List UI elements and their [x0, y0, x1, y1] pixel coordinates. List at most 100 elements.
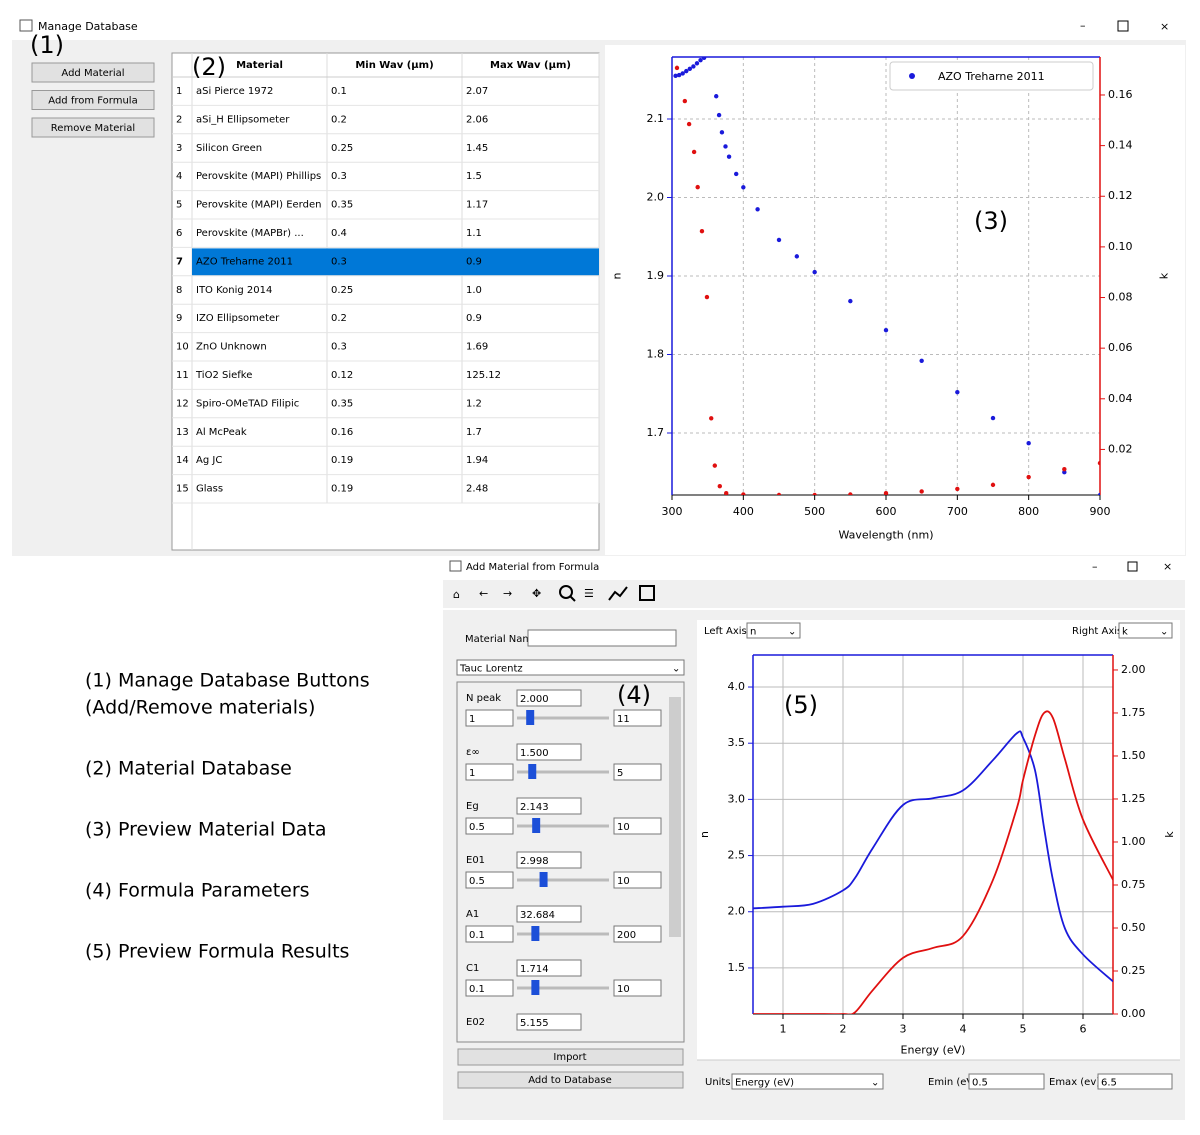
save-button[interactable] — [639, 585, 655, 601]
row-index[interactable]: 12 — [176, 398, 189, 409]
button[interactable] — [457, 1071, 684, 1089]
text-input[interactable] — [968, 1073, 1045, 1090]
slider-thumb[interactable] — [528, 764, 537, 779]
slider-thumb[interactable] — [532, 818, 541, 833]
cell[interactable]: Ag JC — [196, 455, 222, 466]
max-input[interactable] — [613, 763, 662, 781]
cell[interactable]: Silicon Green — [196, 143, 262, 154]
cell[interactable]: AZO Treharne 2011 — [196, 256, 293, 267]
value-input[interactable] — [516, 689, 582, 707]
cell[interactable]: 2.07 — [466, 86, 488, 97]
text-input[interactable] — [1097, 1073, 1173, 1090]
max-input[interactable] — [613, 817, 662, 835]
close[interactable]: × — [1160, 20, 1169, 33]
pan-button[interactable]: ✥ — [532, 587, 541, 600]
cell[interactable]: 0.19 — [331, 455, 353, 466]
cell[interactable]: 125.12 — [466, 370, 501, 381]
row-index[interactable]: 1 — [176, 86, 182, 97]
row-index[interactable]: 9 — [176, 313, 182, 324]
cell[interactable]: 0.3 — [331, 342, 347, 353]
cell[interactable]: 1.2 — [466, 398, 482, 409]
min-input[interactable] — [465, 763, 514, 781]
forward-button[interactable]: → — [503, 587, 512, 600]
minimize[interactable]: – — [1080, 19, 1086, 32]
max-input[interactable] — [613, 979, 662, 997]
value-input[interactable] — [516, 905, 582, 923]
cell[interactable]: 2.48 — [466, 484, 488, 495]
max-input[interactable] — [613, 709, 662, 727]
dropdown[interactable] — [1118, 622, 1173, 639]
row-index[interactable]: 14 — [176, 455, 189, 466]
cell[interactable]: Perovskite (MAPI) Phillips — [196, 171, 321, 182]
cell[interactable]: 0.4 — [331, 228, 347, 239]
row-index[interactable]: 8 — [176, 285, 182, 296]
min-input[interactable] — [465, 709, 514, 727]
text-input[interactable] — [527, 629, 677, 647]
back-button[interactable]: ← — [479, 587, 488, 600]
cell[interactable]: 0.1 — [331, 86, 347, 97]
cell[interactable]: 1.69 — [466, 342, 488, 353]
dropdown[interactable] — [731, 1073, 884, 1090]
min-input[interactable] — [465, 925, 514, 943]
cell[interactable]: 1.1 — [466, 228, 482, 239]
slider-thumb[interactable] — [531, 980, 540, 995]
row-index[interactable]: 2 — [176, 114, 182, 125]
cell[interactable]: 1.0 — [466, 285, 482, 296]
minimize[interactable]: – — [1092, 560, 1098, 573]
cell[interactable]: 0.25 — [331, 285, 353, 296]
cell[interactable]: 1.5 — [466, 171, 482, 182]
cell[interactable]: Spiro-OMeTAD Filipic — [196, 398, 299, 409]
cell[interactable]: Glass — [196, 484, 223, 495]
row-index[interactable]: 13 — [176, 427, 189, 438]
value-input[interactable] — [516, 1013, 582, 1031]
max-input[interactable] — [613, 925, 662, 943]
cell[interactable]: 0.35 — [331, 398, 353, 409]
axes-button[interactable] — [608, 586, 628, 601]
value-input[interactable] — [516, 851, 582, 869]
row-index[interactable]: 10 — [176, 342, 189, 353]
cell[interactable]: 0.3 — [331, 256, 347, 267]
cell[interactable]: 0.35 — [331, 200, 353, 211]
cell[interactable]: ZnO Unknown — [196, 342, 267, 353]
button[interactable] — [457, 1048, 684, 1066]
cell[interactable]: TiO2 Siefke — [195, 370, 252, 381]
cell[interactable]: 2.06 — [466, 114, 488, 125]
value-input[interactable] — [516, 797, 582, 815]
maximize[interactable] — [1117, 20, 1129, 32]
scrollbar[interactable] — [669, 697, 681, 937]
cell[interactable]: 0.25 — [331, 143, 353, 154]
dropdown[interactable] — [456, 659, 685, 676]
row-index[interactable]: 4 — [176, 171, 182, 182]
cell[interactable]: 0.2 — [331, 313, 347, 324]
cell[interactable]: 1.45 — [466, 143, 488, 154]
cell[interactable]: Perovskite (MAPBr) ... — [196, 228, 304, 239]
cell[interactable]: Perovskite (MAPI) Eerden — [196, 200, 321, 211]
min-input[interactable] — [465, 817, 514, 835]
configure-button[interactable]: ☰ — [584, 587, 594, 600]
min-input[interactable] — [465, 871, 514, 889]
button[interactable] — [31, 90, 155, 110]
cell[interactable]: 0.9 — [466, 313, 482, 324]
cell[interactable]: aSi Pierce 1972 — [196, 86, 273, 97]
button[interactable] — [31, 117, 155, 138]
max-input[interactable] — [613, 871, 662, 889]
home-button[interactable]: ⌂ — [453, 588, 460, 601]
cell[interactable]: 0.2 — [331, 114, 347, 125]
min-input[interactable] — [465, 979, 514, 997]
cell[interactable]: IZO Ellipsometer — [196, 313, 280, 324]
cell[interactable]: Al McPeak — [196, 427, 247, 438]
cell[interactable]: 0.3 — [331, 171, 347, 182]
row-index[interactable]: 15 — [176, 484, 189, 495]
cell[interactable]: 0.16 — [331, 427, 353, 438]
cell[interactable]: 0.12 — [331, 370, 353, 381]
row-index[interactable]: 7 — [176, 256, 183, 267]
cell[interactable]: 0.19 — [331, 484, 353, 495]
value-input[interactable] — [516, 743, 582, 761]
slider-thumb[interactable] — [531, 926, 540, 941]
dropdown[interactable] — [746, 622, 801, 639]
cell[interactable]: 0.9 — [466, 256, 482, 267]
slider-thumb[interactable] — [539, 872, 548, 887]
cell[interactable]: 1.17 — [466, 200, 488, 211]
slider-thumb[interactable] — [526, 710, 535, 725]
row-index[interactable]: 5 — [176, 200, 182, 211]
